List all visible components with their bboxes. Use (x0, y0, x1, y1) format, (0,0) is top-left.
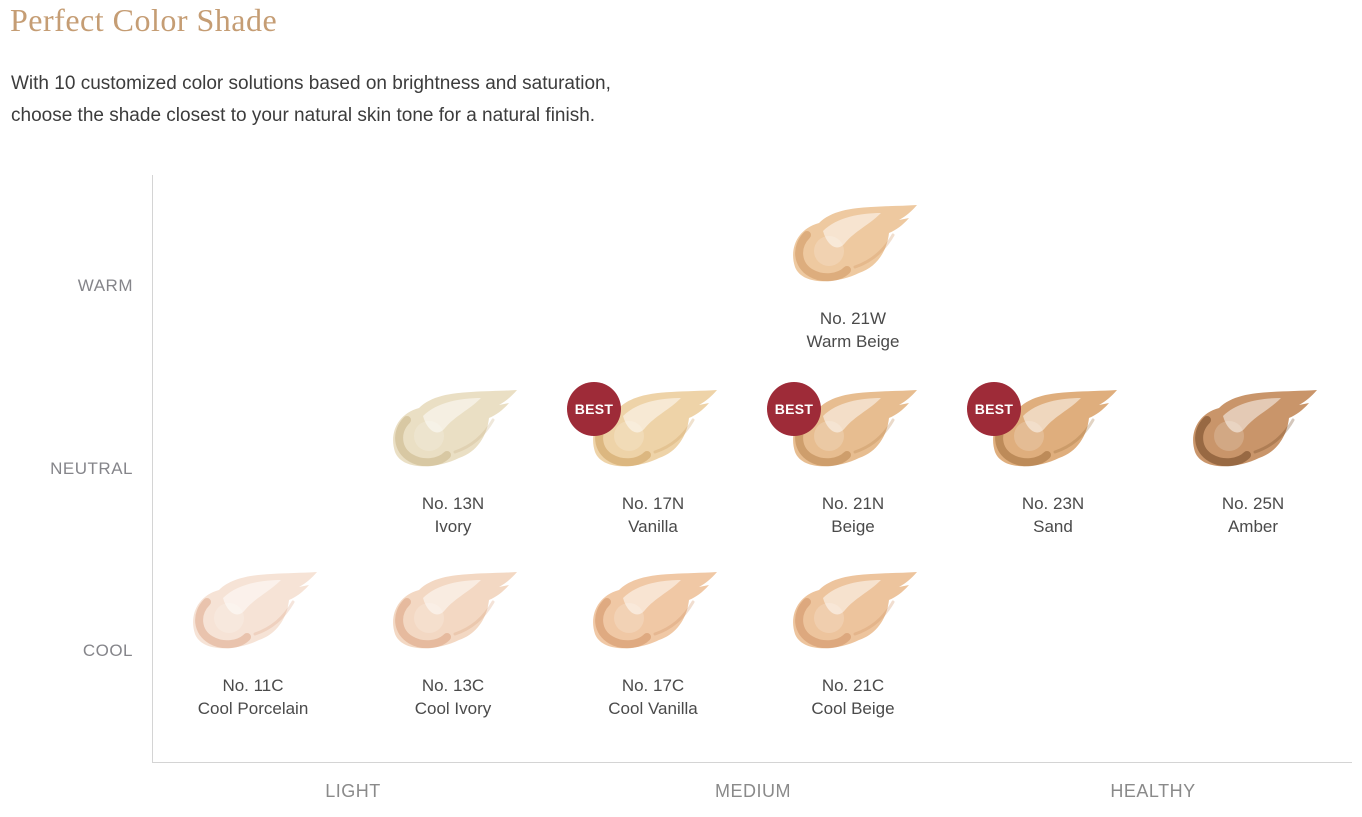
shade-11c: No. 11C Cool Porcelain (158, 570, 348, 720)
foundation-smear-21n (793, 390, 917, 467)
foundation-smear-11c (193, 572, 317, 649)
subtitle-line-2: choose the shade closest to your natural… (11, 105, 596, 126)
shade-name: Cool Vanilla (608, 699, 698, 718)
shade-25n: No. 25N Amber (1158, 388, 1348, 538)
shade-number: No. 13N (421, 494, 485, 513)
shade-name: Warm Beige (806, 332, 900, 351)
shade-name: Amber (1227, 517, 1279, 536)
shade-name: Ivory (434, 517, 472, 536)
shade-name: Cool Porcelain (197, 699, 309, 718)
shade-21n: BEST No. 21N Beige (758, 382, 948, 538)
foundation-smear-17n (593, 390, 717, 467)
shade-17c: No. 17C Cool Vanilla (558, 570, 748, 720)
shade-number: No. 23N (1021, 494, 1085, 513)
shade-name: Cool Beige (811, 699, 895, 718)
x-axis-line (152, 762, 1352, 763)
shade-21c: No. 21C Cool Beige (758, 570, 948, 720)
x-axis-label-healthy: HEALTHY (1110, 781, 1196, 801)
y-axis-label-cool: COOL (82, 641, 133, 660)
best-badge: BEST (567, 382, 621, 436)
subtitle-line-1: With 10 customized color solutions based… (11, 73, 611, 94)
x-axis-label-medium: MEDIUM (715, 781, 791, 801)
shade-number: No. 21N (821, 494, 885, 513)
shade-number: No. 21W (819, 309, 887, 328)
best-badge: BEST (767, 382, 821, 436)
foundation-smear-13c (393, 572, 517, 649)
shade-number: No. 13C (421, 676, 485, 695)
shade-number: No. 17N (621, 494, 685, 513)
shade-17n: BEST No. 17N Vanilla (558, 382, 748, 538)
foundation-smear-13n (393, 390, 517, 467)
y-axis-label-neutral: NEUTRAL (50, 459, 133, 478)
y-axis-label-warm: WARM (77, 276, 133, 295)
shade-name: Vanilla (628, 517, 678, 536)
foundation-smear-21c (793, 572, 917, 649)
shade-name: Beige (831, 517, 875, 536)
x-axis-label-light: LIGHT (325, 781, 381, 801)
shade-23n: BEST No. 23N Sand (958, 382, 1148, 538)
page-title: Perfect Color Shade (10, 2, 278, 38)
foundation-smear-21w (793, 205, 917, 282)
shade-number: No. 25N (1221, 494, 1285, 513)
shade-13c: No. 13C Cool Ivory (358, 570, 548, 720)
shade-number: No. 11C (222, 676, 284, 695)
shade-number: No. 21C (821, 676, 885, 695)
shade-name: Sand (1033, 517, 1073, 536)
foundation-smear-25n (1193, 390, 1317, 467)
shade-13n: No. 13N Ivory (358, 388, 548, 538)
shade-name: Cool Ivory (414, 699, 492, 718)
foundation-smear-17c (593, 572, 717, 649)
shade-21w: No. 21W Warm Beige (758, 203, 948, 353)
best-badge: BEST (967, 382, 1021, 436)
y-axis-line (152, 175, 153, 762)
shade-number: No. 17C (621, 676, 685, 695)
page-subtitle: With 10 customized color solutions based… (11, 68, 611, 132)
